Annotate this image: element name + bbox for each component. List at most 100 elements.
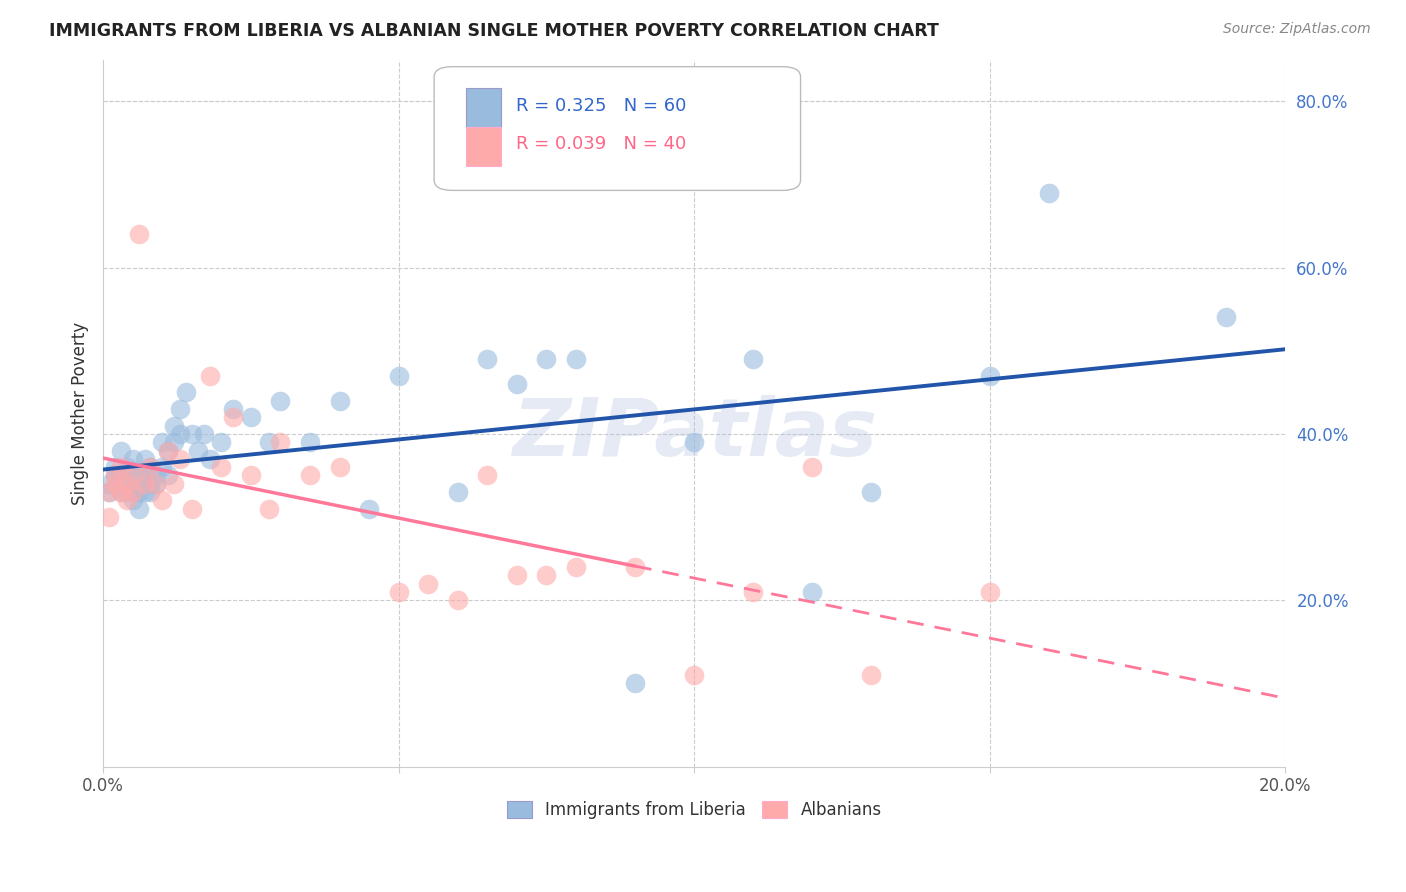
Point — [979, 368, 1001, 383]
Point — [193, 426, 215, 441]
Point — [134, 468, 156, 483]
Point — [115, 460, 138, 475]
Point — [98, 510, 121, 524]
Point — [187, 443, 209, 458]
Point — [115, 476, 138, 491]
Point — [506, 568, 529, 582]
Point — [134, 451, 156, 466]
Point — [169, 451, 191, 466]
Point — [145, 468, 167, 483]
Legend: Immigrants from Liberia, Albanians: Immigrants from Liberia, Albanians — [501, 794, 889, 825]
Point — [110, 468, 132, 483]
Point — [624, 676, 647, 690]
Point — [115, 485, 138, 500]
Point — [209, 460, 232, 475]
FancyBboxPatch shape — [465, 88, 502, 127]
Point — [128, 468, 150, 483]
Point — [163, 418, 186, 433]
Point — [157, 443, 180, 458]
Point — [742, 351, 765, 366]
Point — [1038, 186, 1060, 200]
Point — [328, 393, 350, 408]
FancyBboxPatch shape — [465, 127, 502, 166]
Point — [1215, 310, 1237, 325]
Point — [169, 401, 191, 416]
Point — [198, 451, 221, 466]
Point — [121, 485, 143, 500]
Text: IMMIGRANTS FROM LIBERIA VS ALBANIAN SINGLE MOTHER POVERTY CORRELATION CHART: IMMIGRANTS FROM LIBERIA VS ALBANIAN SING… — [49, 22, 939, 40]
Point — [134, 476, 156, 491]
Y-axis label: Single Mother Poverty: Single Mother Poverty — [72, 321, 89, 505]
Point — [98, 485, 121, 500]
Point — [157, 468, 180, 483]
Text: Source: ZipAtlas.com: Source: ZipAtlas.com — [1223, 22, 1371, 37]
Point — [104, 468, 127, 483]
Point — [239, 410, 262, 425]
Point — [121, 468, 143, 483]
FancyBboxPatch shape — [434, 67, 800, 190]
Point — [115, 476, 138, 491]
Point — [198, 368, 221, 383]
Point — [139, 460, 162, 475]
Point — [328, 460, 350, 475]
Point — [477, 468, 499, 483]
Point — [110, 443, 132, 458]
Point — [121, 485, 143, 500]
Point — [257, 501, 280, 516]
Point — [139, 460, 162, 475]
Point — [145, 476, 167, 491]
Point — [477, 351, 499, 366]
Point — [150, 493, 173, 508]
Point — [134, 485, 156, 500]
Point — [860, 485, 883, 500]
Point — [128, 227, 150, 242]
Point — [139, 485, 162, 500]
Point — [624, 560, 647, 574]
Point — [150, 460, 173, 475]
Point — [174, 385, 197, 400]
Text: ZIPatlas: ZIPatlas — [512, 395, 877, 474]
Point — [359, 501, 381, 516]
Point — [536, 351, 558, 366]
Point — [110, 460, 132, 475]
Point — [222, 410, 245, 425]
Point — [98, 476, 121, 491]
Point — [157, 443, 180, 458]
Point — [298, 468, 321, 483]
Point — [104, 460, 127, 475]
Point — [536, 568, 558, 582]
Point — [388, 368, 411, 383]
Point — [163, 476, 186, 491]
Point — [121, 468, 143, 483]
Point — [506, 376, 529, 391]
Point — [121, 493, 143, 508]
Point — [139, 476, 162, 491]
Point — [128, 501, 150, 516]
Point — [388, 585, 411, 599]
Text: R = 0.325   N = 60: R = 0.325 N = 60 — [516, 96, 686, 114]
Point — [565, 560, 588, 574]
Point — [742, 585, 765, 599]
Point — [298, 435, 321, 450]
Point — [979, 585, 1001, 599]
Point — [222, 401, 245, 416]
Point — [180, 501, 202, 516]
Point — [269, 435, 291, 450]
Point — [128, 485, 150, 500]
Point — [104, 476, 127, 491]
Point — [418, 576, 440, 591]
Point — [860, 668, 883, 682]
Point — [269, 393, 291, 408]
Point — [180, 426, 202, 441]
Point — [801, 460, 824, 475]
Point — [257, 435, 280, 450]
Point — [447, 485, 470, 500]
Point — [683, 668, 706, 682]
Point — [104, 468, 127, 483]
Point — [565, 351, 588, 366]
Point — [110, 485, 132, 500]
Text: R = 0.039   N = 40: R = 0.039 N = 40 — [516, 136, 686, 153]
Point — [115, 493, 138, 508]
Point — [239, 468, 262, 483]
Point — [801, 585, 824, 599]
